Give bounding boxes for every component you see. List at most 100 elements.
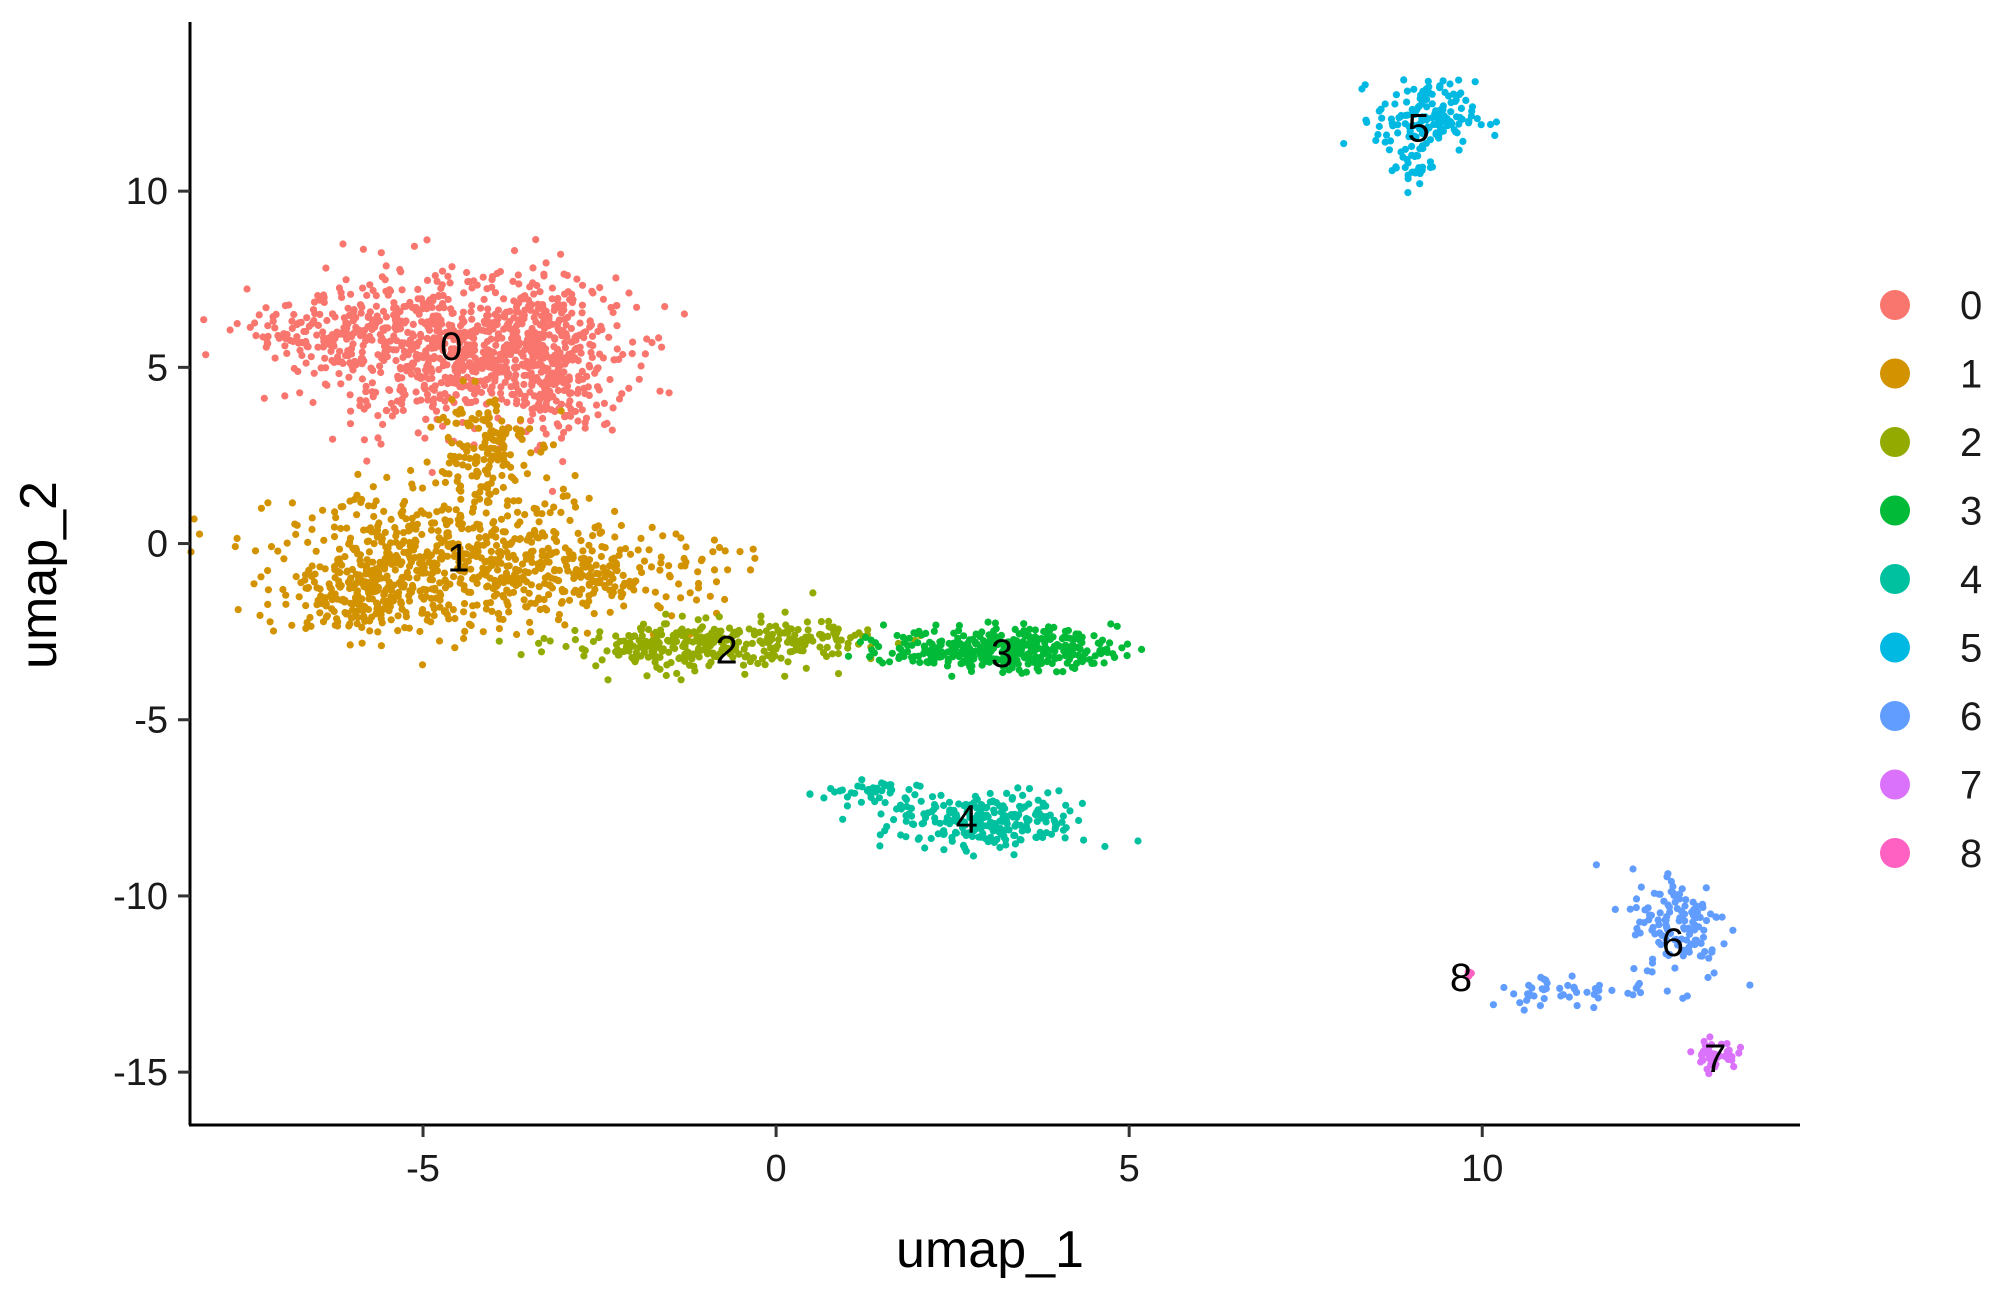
data-point [392,326,400,334]
data-point [658,647,666,655]
data-point [989,827,997,835]
data-point [509,579,517,587]
data-point [630,586,638,594]
data-point [1022,668,1030,676]
y-tick-label: 5 [147,347,168,389]
points-layer [187,76,1754,1078]
data-point [1656,909,1664,917]
data-point [855,629,863,637]
data-point [1491,131,1499,139]
data-point [525,589,533,597]
data-point [280,330,288,338]
data-point [949,653,957,661]
data-point [376,362,384,370]
data-point [340,324,348,332]
data-point [953,638,961,646]
data-point [436,579,444,587]
data-point [482,509,490,517]
data-point [425,326,434,334]
data-point [233,534,241,543]
data-point [538,529,547,537]
data-point [585,541,593,549]
data-point [444,272,452,280]
data-point [1436,83,1444,91]
data-point [452,352,460,360]
data-point [662,671,670,680]
data-point [766,622,774,631]
data-point [1003,789,1011,798]
data-point [377,615,385,623]
data-point [400,347,408,355]
data-point [1730,1063,1738,1071]
data-point [592,561,600,569]
data-point [1455,76,1463,84]
data-point [438,320,446,328]
data-point [1671,898,1679,906]
data-point [1426,136,1434,144]
data-point [428,585,436,593]
data-point [440,569,449,577]
data-point [402,515,410,523]
data-point [515,579,523,588]
data-point [908,820,917,828]
data-point [571,636,580,644]
data-point [578,309,586,317]
data-point [343,524,351,532]
data-point [364,312,373,320]
data-point [264,322,272,330]
data-point [731,646,740,654]
data-point [547,574,555,582]
data-point [387,399,395,407]
data-point [440,304,448,312]
legend-item-4: 4 [1880,558,1982,602]
data-point [1624,989,1632,997]
data-point [521,392,529,400]
data-point [934,830,942,838]
data-point [417,507,425,515]
data-point [1405,133,1413,141]
data-point [1410,85,1418,93]
data-point [320,536,328,544]
data-point [314,596,322,605]
data-point [372,565,380,573]
data-point [468,284,476,292]
data-point [515,566,523,575]
data-point [781,608,789,616]
data-point [303,619,311,627]
data-point [347,574,355,582]
data-point [488,389,496,397]
data-point [1428,90,1436,98]
data-point [374,412,382,420]
data-point [302,584,310,592]
data-point [319,333,328,342]
data-point [609,404,617,412]
data-point [475,534,483,542]
legend-label: 6 [1960,695,1982,739]
data-point [972,816,980,824]
data-point [607,303,615,312]
data-point [927,834,935,843]
data-point [589,289,597,297]
data-point [895,644,903,652]
legend-label: 8 [1960,832,1982,876]
data-point [456,440,464,448]
data-point [257,504,265,512]
data-point [264,600,272,609]
data-point [533,281,541,290]
data-point [645,639,653,647]
data-point [1735,1049,1743,1057]
data-point [524,363,532,372]
data-point [322,264,330,272]
data-point [423,276,432,284]
data-point [513,508,522,516]
data-point [721,595,729,604]
data-point [996,843,1004,852]
data-point [607,571,616,579]
data-point [706,636,715,644]
data-point [421,350,429,358]
data-point [922,647,930,655]
data-point [459,461,467,469]
data-point [520,596,528,604]
data-point [565,424,573,432]
data-point [1626,905,1634,913]
